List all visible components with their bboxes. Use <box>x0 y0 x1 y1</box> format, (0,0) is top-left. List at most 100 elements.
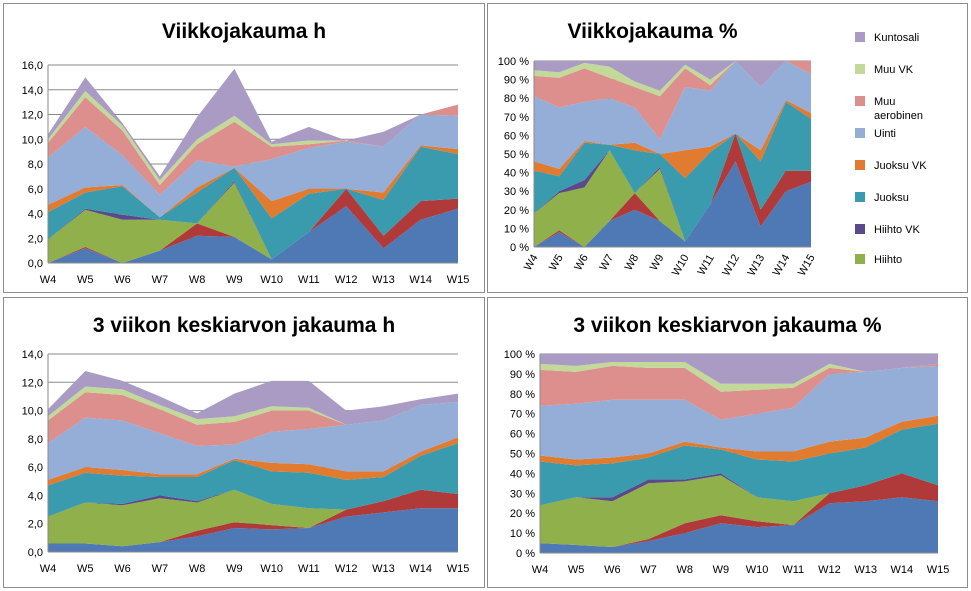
area-series-uinti <box>48 402 458 480</box>
area-series-hiihto <box>48 489 458 547</box>
x-tick-label: W13 <box>746 253 768 279</box>
x-tick-label: W12 <box>818 564 841 576</box>
chart-title: 3 viikon keskiarvon jakauma % <box>573 314 882 337</box>
area-series-base-1 <box>48 489 458 547</box>
area-series-base-1 <box>534 133 811 247</box>
x-tick-label: W12 <box>335 563 358 575</box>
legend-swatch <box>855 160 865 170</box>
legend-swatch <box>855 128 865 138</box>
area-series-juoksu <box>540 423 938 506</box>
legend-label: Juoksu <box>874 192 909 204</box>
x-tick-label: W5 <box>547 253 566 273</box>
area-series-muu-aerobinen <box>534 61 811 140</box>
x-tick-label: W6 <box>572 253 591 273</box>
x-tick-label: W13 <box>854 564 877 576</box>
y-tick-label: 14,0 <box>22 349 43 361</box>
chart-avg3-h: 0,0 2,0 4,0 6,0 8,0 10,0 12,0 14,0 W4 W5 W6 W7 W8 W9 W… <box>22 349 470 575</box>
y-tick-label: 40 % <box>504 168 529 180</box>
y-tick-label: 12,0 <box>22 377 43 389</box>
x-tick-label: W12 <box>335 274 358 286</box>
x-tick-label: W4 <box>40 274 57 286</box>
x-tick-label: W9 <box>713 564 730 576</box>
y-tick-label: 2,0 <box>28 519 43 531</box>
legend-swatch <box>855 254 865 264</box>
legend-swatch <box>855 96 865 106</box>
y-tick-label: 16,0 <box>22 60 43 72</box>
area-series-juoksu-vk <box>534 100 811 179</box>
x-tick-label: W6 <box>604 564 621 576</box>
x-tick-label: W6 <box>114 563 131 575</box>
y-tick-label: 30 % <box>510 488 535 500</box>
y-tick-label: 40 % <box>510 468 535 480</box>
y-tick-label: 8,0 <box>28 159 43 171</box>
area-series-muu-vk <box>48 386 458 425</box>
x-tick-label: W6 <box>114 274 131 286</box>
area-series-hiihto-vk <box>48 489 458 517</box>
chart-weekly-h: 0,0 2,0 4,0 6,0 8,0 10,0 12,0 14,0 16,0 W4 W5 W6 W7 W… <box>22 60 470 286</box>
y-tick-label: 6,0 <box>28 462 43 474</box>
y-tick-label: 0 % <box>510 242 529 254</box>
area-series-base-0 <box>48 508 458 552</box>
x-tick-label: W8 <box>189 274 206 286</box>
x-tick-label: W4 <box>40 563 57 575</box>
legend: Kuntosali Muu VK Muu aerobinen Uinti Juoksu V… <box>853 28 965 268</box>
chart-avg3-pct: 0 % 10 % 20 % 30 % 40 % 50 % 60 % 70 % 80 % 90 % 1… <box>504 349 950 576</box>
y-tick-label: 100 % <box>504 349 535 361</box>
area-series-kuntosali <box>48 68 458 181</box>
area-series-hiihto <box>48 182 458 263</box>
chart-panel-avg3-pct: 3 viikon keskiarvon jakauma % 0 % 10 % 20 … <box>487 297 968 588</box>
y-tick-label: 10,0 <box>22 134 43 146</box>
y-tick-label: 70 % <box>504 112 529 124</box>
x-tick-label: W13 <box>372 563 395 575</box>
y-tick-label: 10 % <box>504 223 529 235</box>
area-series-uinti <box>48 114 458 218</box>
x-tick-label: W10 <box>260 274 283 286</box>
y-tick-label: 90 % <box>504 75 529 87</box>
y-tick-label: 0 % <box>516 548 535 560</box>
x-tick-label: W7 <box>598 253 617 273</box>
legend-svg: Kuntosali Muu VK Muu aerobinen Uinti Juoksu V… <box>855 32 927 266</box>
y-tick-label: 80 % <box>510 389 535 401</box>
x-tick-label: W13 <box>372 274 395 286</box>
x-tick-label: W11 <box>298 274 320 286</box>
x-tick-label: W11 <box>782 564 804 576</box>
x-tick-label: W15 <box>796 253 818 279</box>
area-series-base-0 <box>540 497 938 553</box>
y-tick-label: 10,0 <box>22 406 43 418</box>
x-tick-label: W11 <box>298 563 320 575</box>
area-series-juoksu <box>48 443 458 517</box>
x-tick-label: W10 <box>670 253 692 279</box>
legend-swatch <box>855 192 865 202</box>
legend-label: Hiihto VK <box>874 224 921 236</box>
y-tick-label: 4,0 <box>28 209 43 221</box>
area-series-base-0 <box>48 206 458 263</box>
legend-label: Muu <box>874 96 895 108</box>
x-tick-label: W15 <box>447 274 470 286</box>
x-tick-label: W9 <box>648 253 667 273</box>
y-tick-label: 100 % <box>498 56 529 68</box>
x-tick-label: W14 <box>409 274 432 286</box>
area-series-juoksu-vk <box>48 437 458 486</box>
area-series-juoksu <box>48 146 458 260</box>
area-series-juoksu-vk <box>540 415 938 466</box>
x-tick-label: W7 <box>152 274 169 286</box>
x-tick-label: W5 <box>77 274 94 286</box>
y-tick-label: 8,0 <box>28 434 43 446</box>
area-series-hiihto <box>540 473 938 547</box>
area-series-muu-vk <box>540 362 938 392</box>
area-series-uinti <box>540 365 938 460</box>
area-series-kuntosali <box>48 371 458 425</box>
chart-title: 3 viikon keskiarvon jakauma h <box>92 314 396 337</box>
legend-swatch <box>855 64 865 74</box>
x-tick-label: W8 <box>676 564 693 576</box>
chart-panel-avg3-h: 3 viikon keskiarvon jakauma h 0,0 2,0 4,0 6… <box>3 297 485 588</box>
x-tick-label: W9 <box>226 274 243 286</box>
x-tick-label: W12 <box>720 252 742 278</box>
area-series-hiihto <box>534 133 811 247</box>
area-series-kuntosali <box>540 354 938 384</box>
x-tick-label: W15 <box>447 563 470 575</box>
area-series-muu-aerobinen <box>48 392 458 446</box>
x-tick-label: W7 <box>640 564 657 576</box>
y-tick-label: 30 % <box>504 186 529 198</box>
legend-swatch <box>855 224 865 234</box>
